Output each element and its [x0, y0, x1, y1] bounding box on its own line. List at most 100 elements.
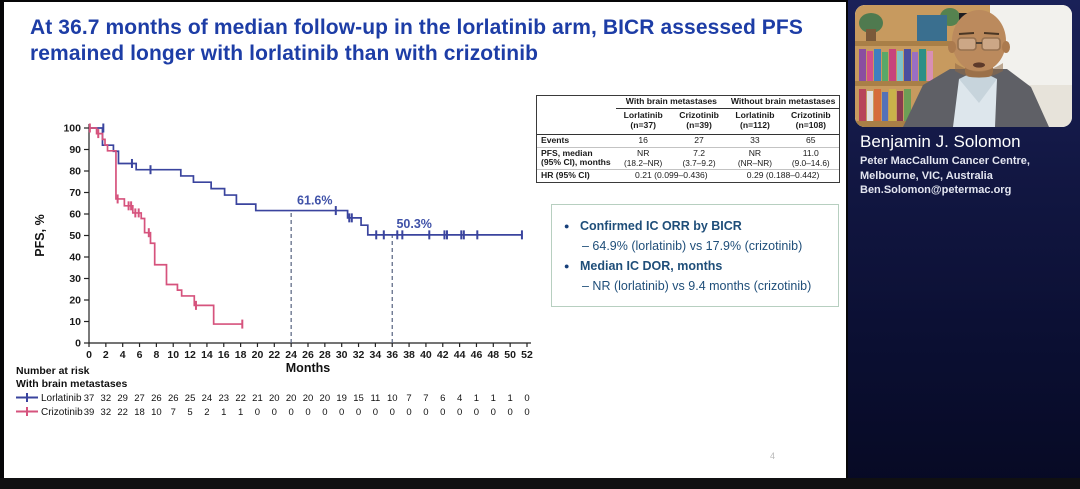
svg-text:40: 40 — [420, 349, 432, 361]
svg-text:80: 80 — [69, 166, 81, 178]
svg-text:36: 36 — [386, 349, 398, 361]
svg-text:10: 10 — [167, 349, 179, 361]
plant-icon — [859, 13, 883, 33]
svg-text:46: 46 — [471, 349, 483, 361]
svg-text:0: 0 — [390, 407, 395, 418]
stats-cell: 65 — [806, 134, 816, 145]
svg-text:0: 0 — [373, 407, 378, 418]
stats-cell: 27 — [694, 134, 704, 145]
svg-text:1: 1 — [238, 407, 243, 418]
speaker-video[interactable] — [855, 5, 1072, 127]
svg-text:0: 0 — [75, 338, 81, 350]
svg-text:1: 1 — [221, 407, 226, 418]
svg-text:16: 16 — [218, 349, 230, 361]
svg-text:0: 0 — [255, 407, 260, 418]
finding-item: ● Median IC DOR, months — [564, 256, 826, 276]
svg-text:1: 1 — [491, 393, 496, 404]
svg-text:0: 0 — [305, 407, 310, 418]
svg-text:Crizotinib: Crizotinib — [41, 407, 83, 418]
slide-page-number: 4 — [770, 451, 776, 461]
svg-text:30: 30 — [69, 273, 81, 285]
svg-text:0: 0 — [508, 407, 513, 418]
svg-text:10: 10 — [151, 407, 162, 418]
svg-text:0: 0 — [322, 407, 327, 418]
svg-text:20: 20 — [252, 349, 264, 361]
svg-text:0: 0 — [272, 407, 277, 418]
glasses-icon — [957, 37, 1001, 51]
svg-text:0: 0 — [356, 407, 361, 418]
svg-text:1: 1 — [474, 393, 479, 404]
svg-text:34: 34 — [370, 349, 382, 361]
svg-text:4: 4 — [457, 393, 462, 404]
svg-text:24: 24 — [202, 393, 213, 404]
svg-text:14: 14 — [201, 349, 213, 361]
stats-cell: NR (18.2–NR) — [615, 146, 671, 170]
svg-text:0: 0 — [524, 407, 529, 418]
svg-text:0: 0 — [86, 349, 92, 361]
svg-text:70: 70 — [69, 187, 81, 199]
col-header: Crizotinib (n=39) — [670, 108, 728, 135]
col-header: Lorlatinib (n=112) — [727, 108, 783, 135]
svg-text:32: 32 — [353, 349, 365, 361]
svg-text:2: 2 — [204, 407, 209, 418]
speaker-email: Ben.Solomon@petermac.org — [860, 184, 1012, 197]
svg-text:20: 20 — [269, 393, 280, 404]
svg-text:19: 19 — [336, 393, 347, 404]
svg-text:100: 100 — [63, 123, 81, 135]
svg-text:6: 6 — [440, 393, 445, 404]
speaker-avatar — [903, 10, 1049, 127]
svg-text:37: 37 — [84, 393, 95, 404]
svg-text:8: 8 — [153, 349, 159, 361]
speaker-panel: Benjamin J. Solomon Peter MacCallum Canc… — [848, 0, 1080, 489]
bullet-icon: ● — [564, 221, 570, 231]
svg-text:30: 30 — [336, 349, 348, 361]
stats-row-hr: HR (95% CI) 0.21 (0.099–0.436) 0.29 (0.1… — [537, 169, 839, 183]
svg-text:24: 24 — [285, 349, 297, 361]
svg-text:7: 7 — [423, 393, 428, 404]
pfs-annotation: 61.6% — [297, 193, 332, 207]
number-at-risk-title: Number at risk — [16, 365, 90, 377]
svg-text:10: 10 — [69, 316, 81, 328]
svg-text:10: 10 — [387, 393, 398, 404]
stats-row-pfs: PFS, median (95% CI), months NR (18.2–NR) … — [537, 146, 839, 170]
svg-text:5: 5 — [187, 407, 192, 418]
svg-text:39: 39 — [84, 407, 95, 418]
pfs-annotation: 50.3% — [396, 217, 431, 231]
svg-text:7: 7 — [406, 393, 411, 404]
speaker-video-frame — [855, 5, 1072, 127]
svg-text:90: 90 — [69, 144, 81, 156]
svg-text:15: 15 — [353, 393, 364, 404]
risk-row-crizotinib: Crizotinib 39 32 22 18 10 7 5 2 1 1 0 0 0 0 0 0 0 0 0 0 0 0 0 0 0… — [16, 407, 530, 418]
stats-cell: 16 — [638, 134, 648, 145]
svg-text:0: 0 — [457, 407, 462, 418]
stats-cell: 0.21 (0.099–0.436) — [615, 169, 728, 183]
svg-text:40: 40 — [69, 252, 81, 264]
svg-text:22: 22 — [268, 349, 280, 361]
svg-text:4: 4 — [120, 349, 126, 361]
svg-text:50: 50 — [69, 230, 81, 242]
svg-text:38: 38 — [403, 349, 415, 361]
svg-text:60: 60 — [69, 209, 81, 221]
svg-text:0: 0 — [491, 407, 496, 418]
speaker-affiliation-line2: Melbourne, VIC, Australia — [860, 169, 993, 182]
group-header-with-mets: With brain metastases — [615, 96, 728, 109]
svg-text:0: 0 — [440, 407, 445, 418]
finding-subitem: – NR (lorlatinib) vs 9.4 months (crizoti… — [582, 279, 812, 293]
risk-row-lorlatinib: Lorlatinib 37 32 29 27 26 26 25 24 23 22 21 20 20 20 20… — [16, 393, 530, 404]
stats-row-events: Events 16 27 33 65 — [537, 134, 839, 147]
svg-text:28: 28 — [319, 349, 331, 361]
svg-text:0: 0 — [524, 393, 529, 404]
svg-text:20: 20 — [69, 295, 81, 307]
finding-item: ● Confirmed IC ORR by BICR — [564, 216, 826, 236]
km-series-crizotinib — [88, 123, 244, 329]
svg-text:32: 32 — [101, 393, 112, 404]
svg-text:32: 32 — [101, 407, 112, 418]
svg-text:26: 26 — [151, 393, 162, 404]
svg-text:21: 21 — [252, 393, 263, 404]
svg-text:Lorlatinib: Lorlatinib — [41, 393, 82, 404]
svg-text:0: 0 — [423, 407, 428, 418]
svg-text:2: 2 — [103, 349, 109, 361]
x-axis-label: Months — [286, 361, 330, 375]
svg-text:6: 6 — [137, 349, 143, 361]
